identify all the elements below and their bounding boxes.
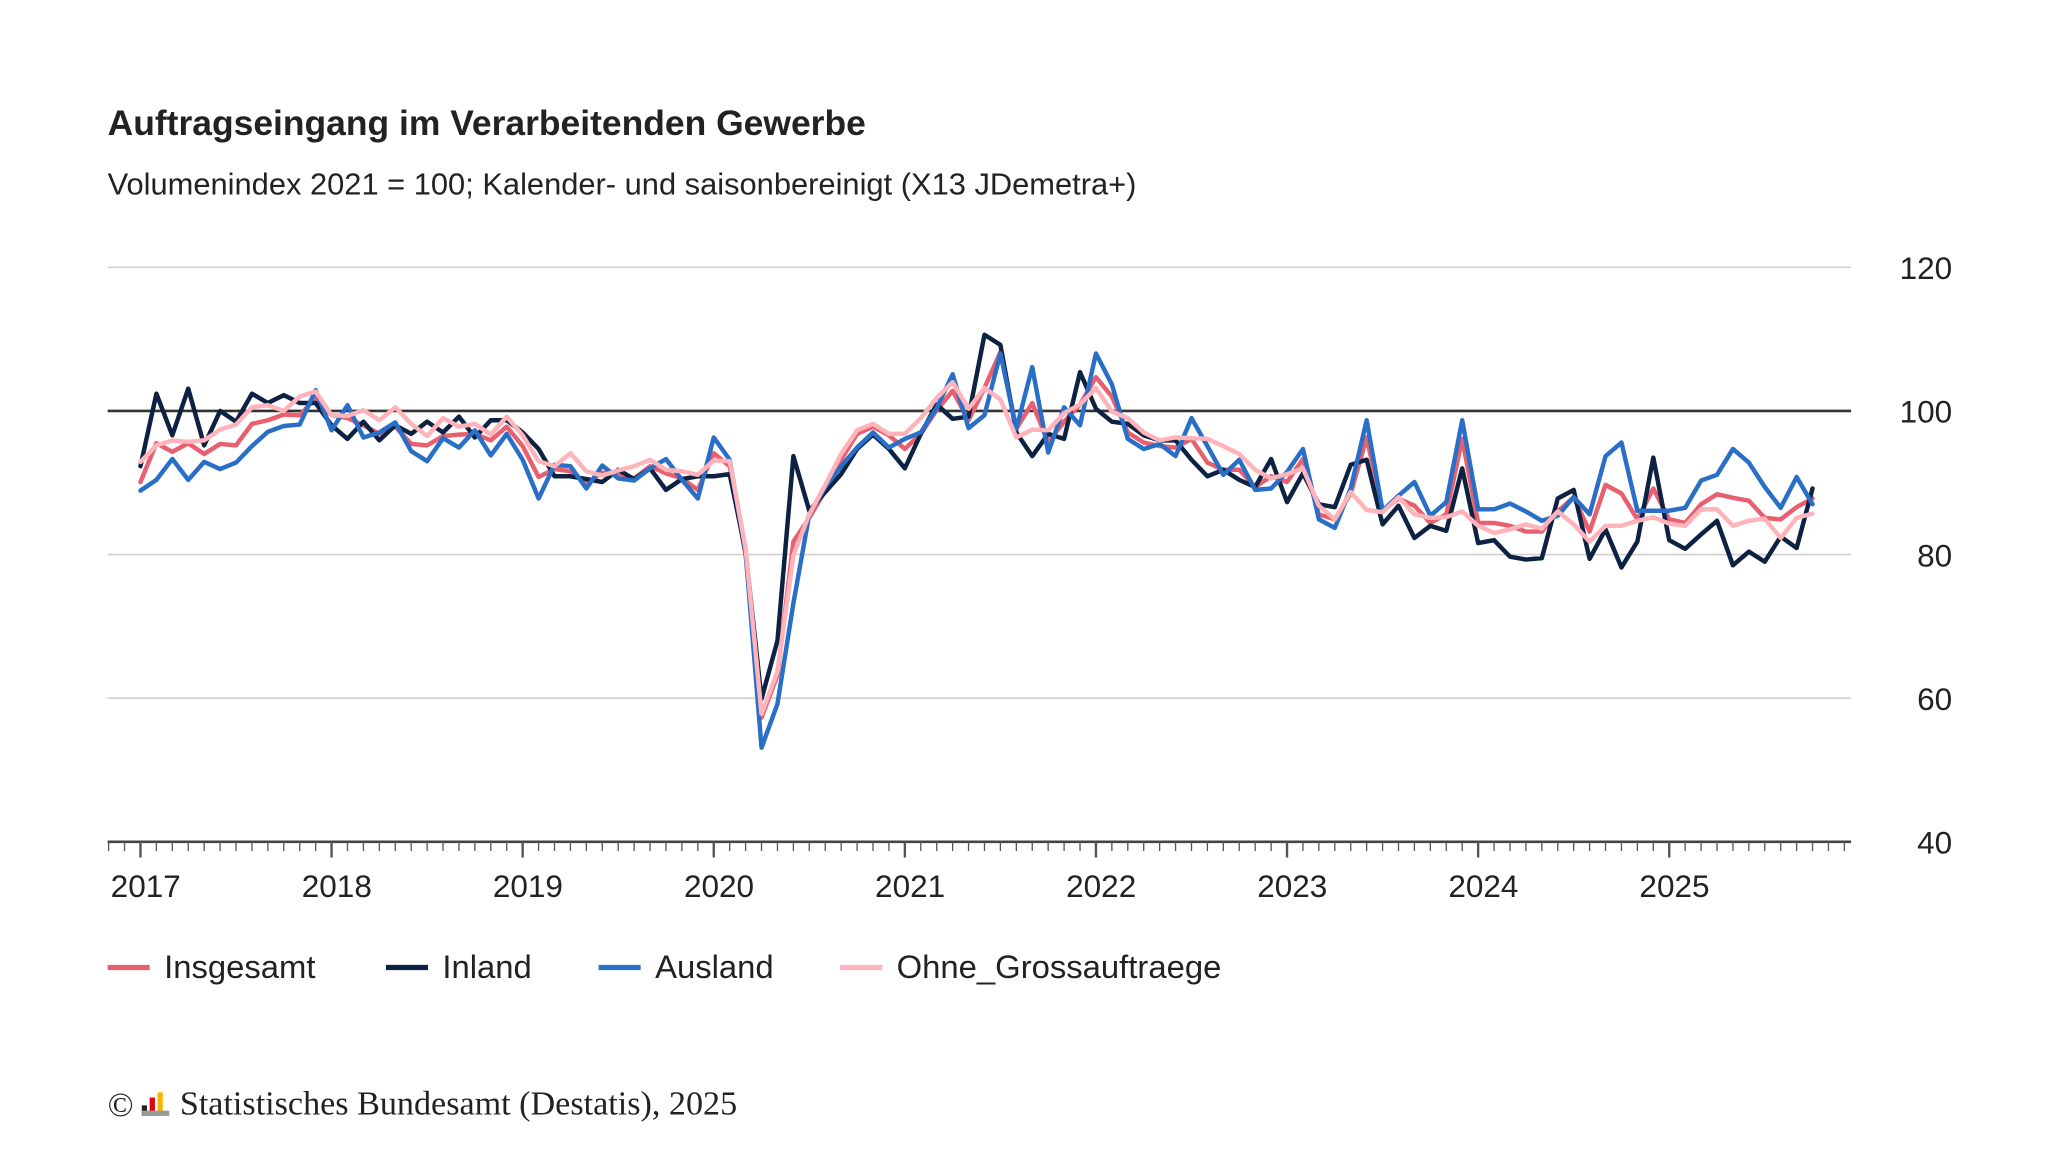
x-axis: 2017 2018 2019 2020 2021 2022 2023 2024 2025	[107, 840, 1852, 904]
series-line-ohne_grossauftraege	[138, 379, 1815, 717]
chart-subtitle: Volumenindex 2021 = 100; Kalender- und s…	[108, 166, 1137, 201]
x-tick-label: 2018	[302, 868, 372, 904]
x-tick-label: 2017	[111, 868, 181, 904]
legend: Insgesamt Inland Ausland Ohne_Grossauftraeg…	[107, 948, 1221, 985]
footer: © Statistisches Bundesamt (Destatis), 20…	[108, 1086, 738, 1124]
x-tick-label: 2019	[493, 868, 563, 904]
source-text: Statistisches Bundesamt (Destatis), 2025	[180, 1086, 737, 1123]
x-tick-label: 2022	[1066, 868, 1136, 904]
x-tick-label: 2023	[1257, 868, 1327, 904]
series-line-ausland	[138, 351, 1815, 750]
x-tick-label: 2021	[875, 868, 945, 904]
x-tick-label: 2025	[1639, 868, 1709, 904]
chart-title: Auftragseingang im Verarbeitenden Gewerb…	[108, 103, 866, 143]
legend-item-insgesamt: Insgesamt	[107, 948, 315, 985]
y-tick-label: 40	[1917, 825, 1952, 861]
copyright-symbol: ©	[108, 1087, 134, 1124]
x-tick-label: 2024	[1448, 868, 1518, 904]
destatis-logo-icon	[141, 1092, 170, 1116]
series-line-insgesamt	[138, 349, 1815, 720]
gridlines	[107, 266, 1852, 699]
legend-label: Insgesamt	[164, 948, 315, 985]
y-tick-label: 100	[1900, 394, 1953, 430]
y-axis: 40 60 80 100 120	[1900, 250, 1953, 860]
legend-label: Inland	[442, 948, 531, 985]
legend-item-ohne_grossauftraege: Ohne_Grossauftraege	[840, 948, 1221, 985]
legend-label: Ohne_Grossauftraege	[897, 948, 1222, 985]
series-lines	[138, 332, 1815, 750]
legend-label: Ausland	[655, 948, 774, 985]
x-tick-label: 2020	[684, 868, 754, 904]
y-tick-label: 120	[1900, 250, 1953, 286]
legend-item-inland: Inland	[385, 948, 532, 985]
legend-item-ausland: Ausland	[598, 948, 774, 985]
y-tick-label: 60	[1917, 681, 1952, 717]
y-tick-label: 80	[1917, 537, 1952, 573]
